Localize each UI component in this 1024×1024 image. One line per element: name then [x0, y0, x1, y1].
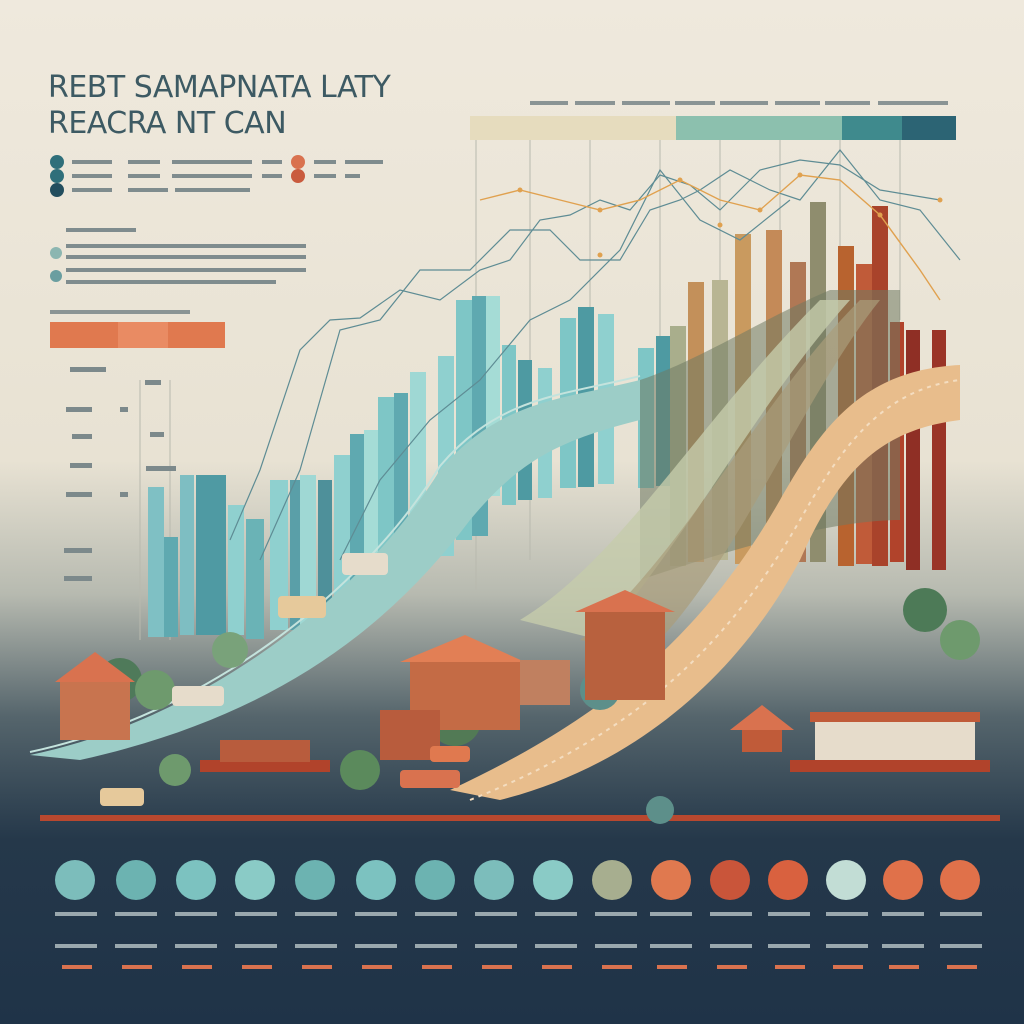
- foreground: [40, 553, 1000, 824]
- line-overlay: [229, 149, 961, 561]
- bottom-caption-accents: [62, 965, 977, 969]
- bottom-caption-marks: [55, 912, 982, 948]
- title-line-2: REACRA NT CAN: [48, 106, 287, 141]
- line-markers: [517, 172, 943, 258]
- left-axis-labels: [64, 367, 176, 581]
- top-legend-bar: [470, 116, 956, 140]
- left-legend: [50, 155, 383, 284]
- ribbons: [29, 290, 961, 801]
- left-orange-bar: [50, 310, 225, 348]
- teal-bars: [148, 296, 672, 639]
- pagoda-icon: [200, 705, 990, 772]
- car-icon: [100, 553, 470, 806]
- page-title: REBT SAMAPNATA LATY REACRA NT CAN: [48, 70, 391, 142]
- bottom-circles: [55, 860, 980, 900]
- title-line-1: REBT SAMAPNATA LATY: [48, 70, 391, 105]
- top-tick-labels: [530, 101, 948, 105]
